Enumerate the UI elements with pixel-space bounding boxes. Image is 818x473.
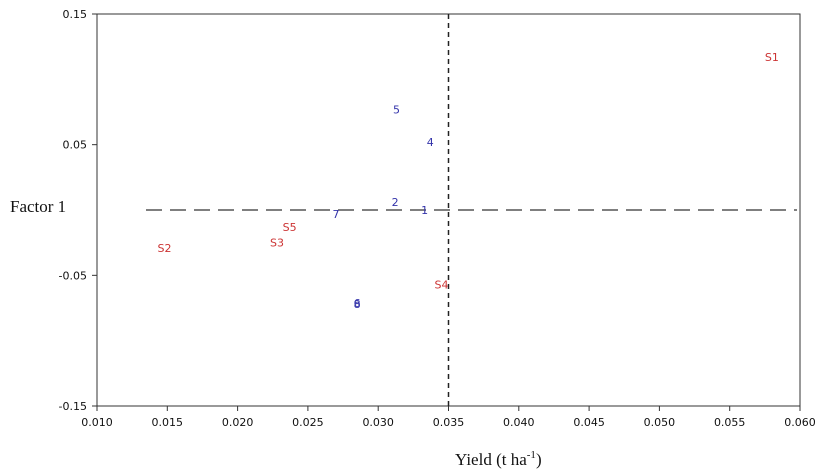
x-tick-label: 0.015 [152,416,184,429]
x-tick-label: 0.055 [714,416,746,429]
point-label-s3: S3 [270,237,284,250]
point-label-7: 7 [333,208,340,221]
point-label-s1: S1 [765,51,779,64]
x-tick-label: 0.035 [433,416,465,429]
y-tick-label: 0.05 [63,139,88,152]
point-label-2: 2 [392,196,399,209]
x-tick-label: 0.045 [573,416,605,429]
point-label-4: 4 [427,136,434,149]
x-tick-label: 0.060 [784,416,816,429]
y-tick-label: -0.05 [59,269,87,282]
x-axis: 0.010 0.015 0.020 0.025 0.030 0.035 0.040 0.045… [81,406,816,429]
point-label-s2: S2 [157,242,171,255]
point-label-1: 1 [421,204,428,217]
point-label-8: 8 [354,298,361,311]
point-label-6: 6 [354,297,361,310]
data-points: S1 S2 S3 S4 S5 1 2 4 5 6 7 8 [157,51,778,311]
y-axis-title: Factor 1 [10,197,66,216]
x-tick-label: 0.030 [362,416,394,429]
point-label-s4: S4 [434,278,448,291]
x-tick-label: 0.010 [81,416,113,429]
x-tick-label: 0.040 [503,416,535,429]
x-tick-label: 0.050 [644,416,676,429]
y-axis: 0.15 0.05 -0.05 -0.15 [59,8,97,413]
point-label-s5: S5 [283,221,297,234]
reference-lines [146,14,797,406]
x-tick-label: 0.025 [292,416,324,429]
x-axis-title: Yield (t ha-1) [455,449,542,469]
x-tick-label: 0.020 [222,416,254,429]
y-tick-label: -0.15 [59,400,87,413]
ylabel-background [0,188,96,228]
point-label-5: 5 [393,103,400,116]
y-tick-label: 0.15 [63,8,88,21]
